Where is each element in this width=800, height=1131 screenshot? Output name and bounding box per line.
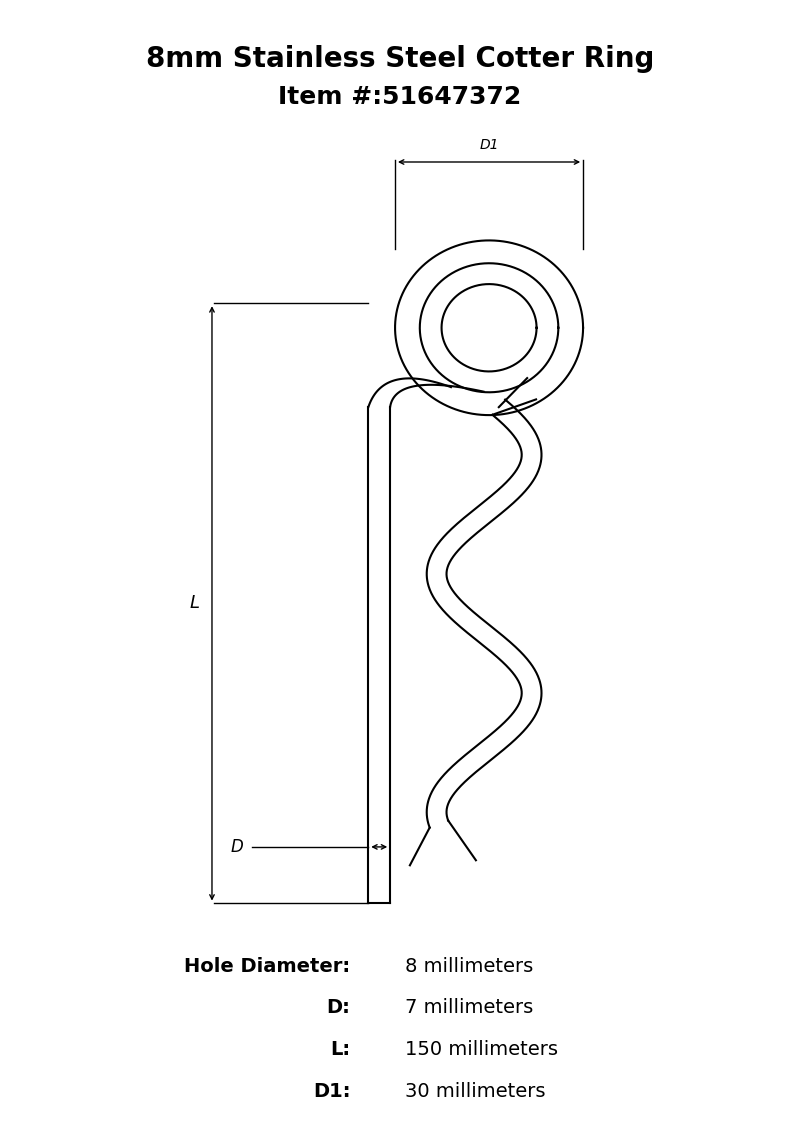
Text: D:: D: bbox=[326, 999, 350, 1017]
Text: 8 millimeters: 8 millimeters bbox=[405, 957, 533, 976]
Text: L: L bbox=[189, 595, 199, 612]
Text: D1: D1 bbox=[479, 138, 499, 152]
Text: Hole Diameter:: Hole Diameter: bbox=[184, 957, 350, 976]
Text: 30 millimeters: 30 millimeters bbox=[405, 1081, 546, 1100]
Text: Item #:51647372: Item #:51647372 bbox=[278, 85, 522, 109]
Text: D: D bbox=[231, 838, 244, 856]
Text: 150 millimeters: 150 millimeters bbox=[405, 1039, 558, 1059]
Text: 7 millimeters: 7 millimeters bbox=[405, 999, 533, 1017]
Text: 8mm Stainless Steel Cotter Ring: 8mm Stainless Steel Cotter Ring bbox=[146, 45, 654, 72]
Text: L:: L: bbox=[330, 1039, 350, 1059]
Text: D1:: D1: bbox=[313, 1081, 350, 1100]
